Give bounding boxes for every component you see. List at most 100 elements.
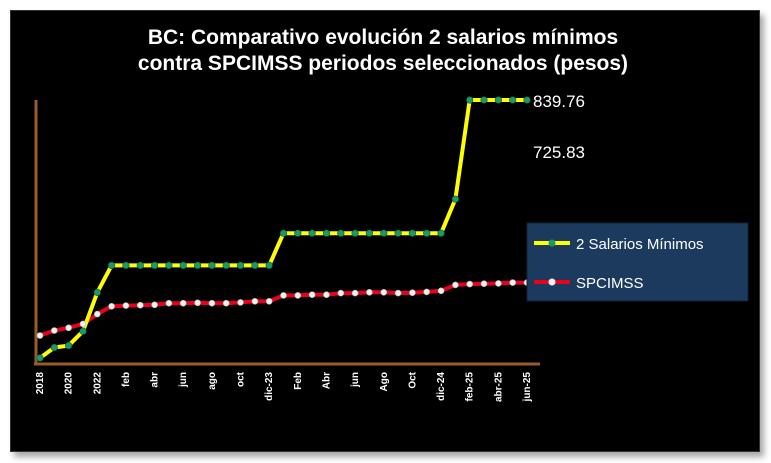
- series-1-point: [437, 287, 445, 295]
- series-1-point: [251, 297, 259, 305]
- series-0-point: [36, 354, 44, 362]
- x-tick-label: dic-24: [436, 372, 447, 401]
- series-0-point: [64, 342, 73, 350]
- series-1-point: [222, 299, 230, 307]
- series-0-point: [523, 96, 531, 104]
- x-tick-label: abr: [150, 372, 161, 388]
- series-0-point: [365, 229, 374, 237]
- chart-title-line1: BC: Comparativo evolución 2 salarios mín…: [148, 26, 618, 49]
- series-1-point: [480, 280, 488, 288]
- series-1-point: [280, 292, 287, 299]
- series-0-point: [480, 96, 488, 104]
- series-1-point: [65, 324, 72, 332]
- series-1-point: [165, 299, 173, 307]
- legend-marker-spcimss: [548, 278, 556, 286]
- series-0-point: [322, 229, 331, 237]
- series-1-point: [122, 302, 130, 309]
- series-1-point: [380, 288, 388, 296]
- series-1-point: [294, 292, 302, 299]
- legend: 2 Salarios Mínimos SPCIMSS: [526, 222, 749, 302]
- series-1-point: [108, 302, 115, 310]
- series-line-0: [38, 98, 527, 360]
- series-layer: [36, 96, 531, 362]
- series-1-point: [394, 289, 402, 297]
- x-tick-label: abr-25: [493, 372, 504, 402]
- series-0-point: [380, 229, 388, 237]
- x-tick-label: 2022: [92, 372, 103, 395]
- series-0-point: [308, 229, 316, 237]
- series-1-point: [423, 288, 431, 296]
- x-tick-label: feb-25: [465, 372, 476, 402]
- series-1-point: [452, 281, 459, 289]
- end-label-spcimss: 725.83: [533, 143, 585, 162]
- series-0-point: [122, 261, 130, 270]
- series-1-point: [409, 289, 416, 297]
- x-tick-label: Ago: [379, 372, 390, 391]
- series-1-point: [351, 289, 359, 297]
- series-0-point: [151, 261, 159, 270]
- x-tick-label: Feb: [293, 372, 304, 390]
- series-1-point: [308, 291, 316, 299]
- series-0-point: [509, 96, 517, 104]
- chart-title-line2: contra SPCIMSS periodos seleccionados (p…: [138, 52, 628, 75]
- series-0-point: [494, 96, 503, 104]
- series-1-point: [366, 288, 373, 296]
- series-0-point: [408, 229, 417, 237]
- series-1-point: [208, 299, 216, 307]
- series-0-point: [265, 261, 273, 270]
- series-0-point: [423, 229, 431, 237]
- series-1-point: [50, 327, 58, 334]
- series-0-point: [437, 229, 445, 237]
- series-0-point: [93, 288, 101, 297]
- x-tick-label: dic-23: [264, 372, 275, 401]
- x-tick-label: feb: [121, 372, 132, 387]
- legend-label-salarios: 2 Salarios Mínimos: [576, 236, 704, 253]
- series-1-point: [337, 289, 345, 297]
- series-1-point: [179, 299, 187, 307]
- series-0-point: [136, 261, 144, 270]
- series-0-point: [451, 195, 460, 203]
- legend-label-spcimss: SPCIMSS: [576, 275, 644, 292]
- series-0-point: [466, 96, 474, 104]
- series-1-point: [466, 280, 474, 288]
- series-1-point: [36, 332, 44, 339]
- series-0-point: [294, 229, 302, 237]
- series-0-point: [107, 261, 116, 270]
- series-1-point: [194, 299, 201, 307]
- series-0-point: [236, 261, 245, 270]
- x-tick-label: Oct: [407, 371, 418, 388]
- series-1-point: [79, 320, 87, 328]
- series-1-point: [509, 279, 517, 286]
- x-tick-label: jun-25: [522, 372, 533, 403]
- series-0-point: [179, 261, 187, 270]
- series-1-point: [265, 297, 273, 305]
- series-0-point: [50, 343, 58, 352]
- series-0-point: [394, 229, 402, 237]
- series-0-point: [194, 261, 202, 270]
- series-1-point: [323, 291, 330, 299]
- x-tick-label: oct: [236, 371, 247, 387]
- x-tick-label: jun: [350, 372, 361, 388]
- series-0-point: [351, 229, 359, 237]
- series-1-point: [237, 299, 244, 306]
- series-0-point: [337, 229, 345, 237]
- series-1-point: [94, 310, 101, 318]
- x-tick-label: Abr: [321, 372, 332, 389]
- series-1-point: [137, 301, 144, 309]
- series-0-point: [165, 261, 173, 270]
- series-0-point: [222, 261, 230, 270]
- legend-marker-salarios: [548, 239, 556, 247]
- x-tick-labels: 2018 2020 2022 feb abr jun ago oct dic-23 Feb Abr j…: [35, 371, 533, 402]
- x-tick-label: 2020: [64, 372, 75, 395]
- series-0-point: [208, 261, 216, 270]
- series-1-point: [151, 301, 158, 309]
- x-tick-label: 2018: [35, 372, 46, 395]
- series-0-point: [251, 261, 259, 270]
- series-1-point: [495, 280, 502, 287]
- end-label-salarios: 839.76: [533, 92, 585, 111]
- x-tick-label: ago: [207, 372, 218, 390]
- series-0-point: [279, 229, 288, 237]
- x-tick-label: jun: [178, 372, 189, 388]
